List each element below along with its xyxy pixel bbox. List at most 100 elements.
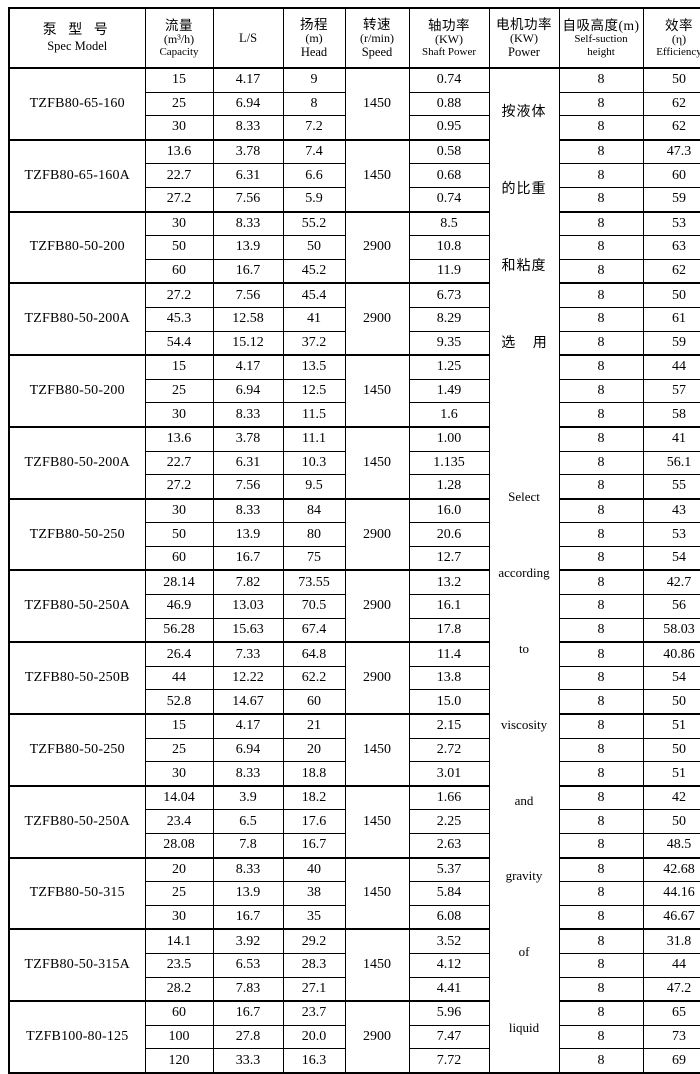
cell-suction: 8 [559, 882, 643, 906]
header-capacity-en: Capacity [146, 46, 213, 58]
cell-head: 8 [283, 92, 345, 116]
column-header-shaft-power: 轴功率 (KW) Shaft Power [409, 8, 489, 68]
cell-capacity: 27.2 [145, 187, 213, 211]
cell-ls: 15.12 [213, 331, 283, 355]
cell-head: 55.2 [283, 212, 345, 236]
cell-capacity: 27.2 [145, 283, 213, 307]
header-speed-en: Speed [346, 45, 409, 59]
cell-capacity: 30 [145, 212, 213, 236]
table-header: 泵 型 号 Spec Model 流量 (m³/h) Capacity L/S … [9, 8, 700, 68]
column-header-speed: 转速 (r/min) Speed [345, 8, 409, 68]
cell-shaft-power: 0.88 [409, 92, 489, 116]
cell-head: 45.4 [283, 283, 345, 307]
header-efficiency-en: Efficiency [644, 46, 700, 58]
cell-capacity: 26.4 [145, 642, 213, 666]
cell-efficiency: 54 [643, 666, 700, 690]
cell-head: 64.8 [283, 642, 345, 666]
cell-head: 18.8 [283, 762, 345, 786]
header-model-cn: 泵 型 号 [10, 23, 145, 39]
header-capacity-cn: 流量 [146, 18, 213, 33]
cell-head: 23.7 [283, 1001, 345, 1025]
cell-model: TZFB80-50-250A [9, 786, 145, 858]
cell-ls: 7.8 [213, 834, 283, 858]
cell-efficiency: 47.2 [643, 977, 700, 1001]
cell-shaft-power: 2.25 [409, 810, 489, 834]
cell-suction: 8 [559, 116, 643, 140]
cell-suction: 8 [559, 92, 643, 116]
cell-ls: 13.9 [213, 236, 283, 260]
cell-suction: 8 [559, 690, 643, 714]
cell-efficiency: 57 [643, 379, 700, 403]
cell-ls: 8.33 [213, 212, 283, 236]
cell-shaft-power: 16.1 [409, 595, 489, 619]
motor-note-en-line: to [490, 642, 559, 656]
column-header-capacity: 流量 (m³/h) Capacity [145, 8, 213, 68]
cell-model: TZFB80-50-200A [9, 283, 145, 355]
cell-efficiency: 51 [643, 714, 700, 738]
cell-capacity: 50 [145, 236, 213, 260]
motor-note-cn-line: 和粘度 [490, 260, 559, 275]
cell-efficiency: 42.68 [643, 858, 700, 882]
cell-capacity: 30 [145, 905, 213, 929]
motor-note-cn-line: 按液体 [490, 106, 559, 121]
cell-efficiency: 55 [643, 475, 700, 499]
cell-shaft-power: 6.73 [409, 283, 489, 307]
cell-shaft-power: 20.6 [409, 523, 489, 547]
cell-speed: 1450 [345, 355, 409, 427]
cell-shaft-power: 16.0 [409, 499, 489, 523]
cell-speed: 2900 [345, 570, 409, 642]
cell-suction: 8 [559, 140, 643, 164]
cell-suction: 8 [559, 786, 643, 810]
cell-efficiency: 60 [643, 164, 700, 188]
cell-shaft-power: 9.35 [409, 331, 489, 355]
cell-capacity: 46.9 [145, 595, 213, 619]
cell-head: 7.4 [283, 140, 345, 164]
cell-speed: 1450 [345, 929, 409, 1001]
cell-ls: 6.31 [213, 451, 283, 475]
cell-head: 20.0 [283, 1025, 345, 1049]
cell-head: 67.4 [283, 618, 345, 642]
cell-capacity: 15 [145, 714, 213, 738]
cell-suction: 8 [559, 905, 643, 929]
cell-efficiency: 44.16 [643, 882, 700, 906]
cell-suction: 8 [559, 1049, 643, 1073]
cell-capacity: 120 [145, 1049, 213, 1073]
cell-suction: 8 [559, 977, 643, 1001]
cell-speed: 1450 [345, 68, 409, 140]
cell-ls: 6.94 [213, 738, 283, 762]
cell-model: TZFB80-50-200 [9, 212, 145, 284]
cell-capacity: 25 [145, 882, 213, 906]
cell-ls: 7.83 [213, 977, 283, 1001]
cell-suction: 8 [559, 212, 643, 236]
cell-efficiency: 73 [643, 1025, 700, 1049]
cell-suction: 8 [559, 403, 643, 427]
cell-capacity: 25 [145, 379, 213, 403]
cell-ls: 7.56 [213, 283, 283, 307]
cell-head: 20 [283, 738, 345, 762]
header-shaft-power-unit: (KW) [410, 33, 489, 46]
cell-shaft-power: 5.96 [409, 1001, 489, 1025]
motor-note-en-line: according [490, 566, 559, 580]
cell-capacity: 14.04 [145, 786, 213, 810]
cell-shaft-power: 3.01 [409, 762, 489, 786]
cell-ls: 8.33 [213, 762, 283, 786]
cell-shaft-power: 1.6 [409, 403, 489, 427]
cell-ls: 3.78 [213, 140, 283, 164]
cell-shaft-power: 15.0 [409, 690, 489, 714]
cell-head: 9 [283, 68, 345, 92]
cell-head: 62.2 [283, 666, 345, 690]
cell-shaft-power: 1.49 [409, 379, 489, 403]
cell-suction: 8 [559, 499, 643, 523]
cell-shaft-power: 2.15 [409, 714, 489, 738]
header-motor-power-en: Power [490, 45, 559, 59]
cell-model: TZFB80-50-250 [9, 714, 145, 786]
cell-head: 10.3 [283, 451, 345, 475]
cell-capacity: 13.6 [145, 427, 213, 451]
cell-ls: 8.33 [213, 499, 283, 523]
cell-speed: 2900 [345, 1001, 409, 1073]
cell-suction: 8 [559, 642, 643, 666]
